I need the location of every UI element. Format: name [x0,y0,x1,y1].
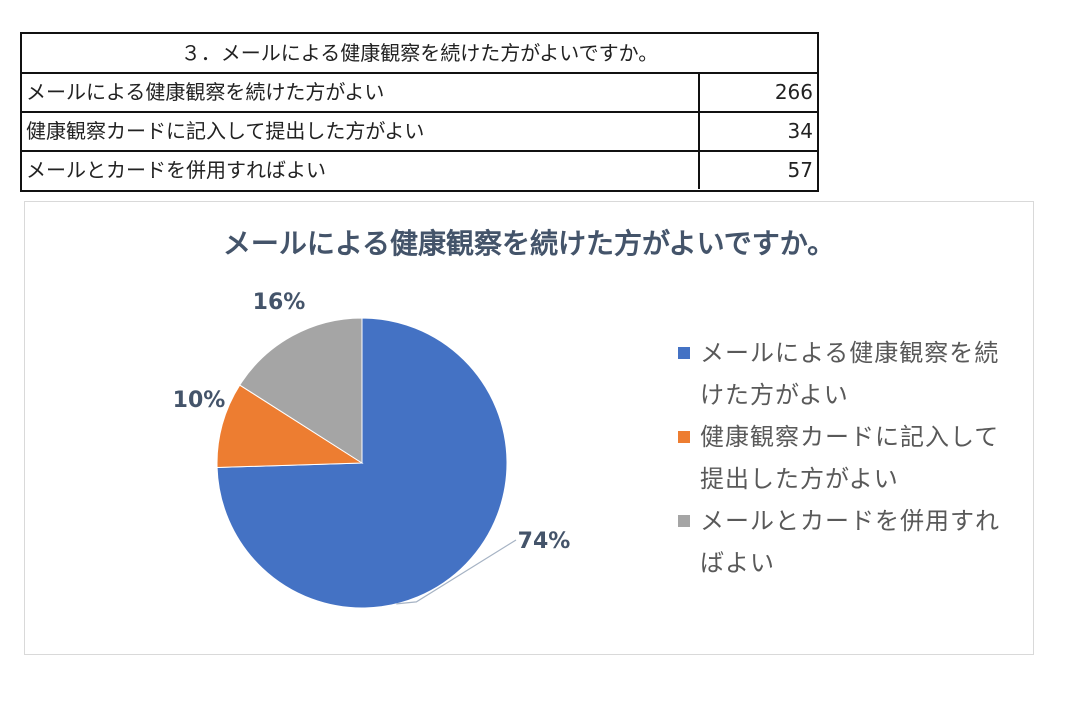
table-row-label: メールとカードを併用すればよい [22,152,700,189]
data-label: 16% [253,290,306,315]
table-row-value: 57 [787,158,813,182]
legend-item: メールとカードを併用すれ ばよい [678,500,1018,584]
chart-title: メールによる健康観察を続けた方がよいですか。 [222,227,836,260]
table-row-label: メールによる健康観察を続けた方がよい [22,74,700,111]
legend-swatch [678,347,690,359]
table-row-value: 266 [774,80,813,104]
table-title: ３．メールによる健康観察を続けた方がよいですか。 [180,41,659,65]
legend-swatch [678,431,690,443]
data-label: 74% [518,529,571,554]
pie-slice [239,317,363,464]
chart-legend: メールによる健康観察を続 けた方がよい 健康観察カードに記入して 提出した方がよい … [678,332,1018,584]
table-header-row: ３．メールによる健康観察を続けた方がよいですか。 [22,34,817,72]
legend-label: 健康観察カードに記入して 提出した方がよい [700,423,1000,493]
table-row: 健康観察カードに記入して提出した方がよい 34 [22,111,817,150]
legend-label: メールとカードを併用すれ ばよい [700,507,1000,577]
data-label: 10% [173,388,226,413]
table-row: メールによる健康観察を続けた方がよい 266 [22,72,817,111]
legend-swatch [678,515,690,527]
leader-line [396,539,517,605]
legend-label: メールによる健康観察を続 けた方がよい [700,339,1000,409]
pie-slice [216,384,364,468]
chart-area [24,201,1034,655]
table-row-label: 健康観察カードに記入して提出した方がよい [22,113,700,150]
legend-item: メールによる健康観察を続 けた方がよい [678,332,1018,416]
table-row: メールとカードを併用すればよい 57 [22,150,817,189]
survey-table: ３．メールによる健康観察を続けた方がよいですか。 メールによる健康観察を続けた方… [20,32,819,192]
table-row-value: 34 [787,119,813,143]
legend-item: 健康観察カードに記入して 提出した方がよい [678,416,1018,500]
